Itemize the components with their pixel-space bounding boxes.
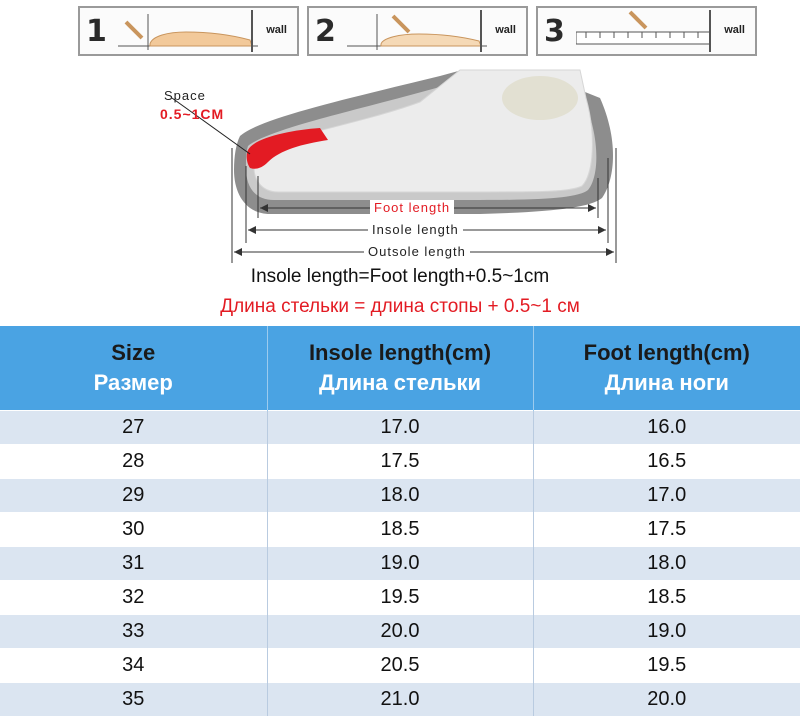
foot-cell: 19.0	[532, 614, 800, 649]
table-row: 31 19.0 18.0	[0, 546, 800, 581]
foot-outline-icon	[347, 14, 487, 50]
space-pointer	[171, 97, 251, 155]
table-header-row: Size Размер Insole length(cm) Длина стел…	[0, 326, 800, 411]
step-3-number: 3	[544, 14, 565, 49]
foot-cell: 16.0	[532, 410, 800, 445]
table-row: 30 18.5 17.5	[0, 512, 800, 547]
table-row: 33 20.0 19.0	[0, 614, 800, 649]
size-cell: 30	[0, 512, 267, 547]
foot-cell: 17.0	[532, 478, 800, 513]
foot-cell: 19.5	[532, 648, 800, 683]
arrowhead-right	[606, 248, 614, 256]
table-row: 35 21.0 20.0	[0, 682, 800, 716]
step-3-wall-label: wall	[724, 24, 745, 36]
arrowhead-left	[234, 248, 242, 256]
size-cell: 31	[0, 546, 267, 581]
size-chart-table: Size Размер Insole length(cm) Длина стел…	[0, 326, 800, 716]
formula-russian: Длина стельки = длина стопы + 0.5~1 см	[220, 296, 580, 317]
shoe-diagram	[171, 69, 617, 263]
insole-cell: 17.0	[266, 410, 533, 445]
size-cell: 28	[0, 444, 267, 479]
foot-header-ru: Длина ноги	[604, 370, 729, 395]
size-cell: 32	[0, 580, 267, 615]
step-1-number: 1	[86, 14, 107, 49]
insole-cell: 17.5	[266, 444, 533, 479]
ruler-icon	[576, 10, 711, 45]
step-3-wall	[709, 10, 711, 52]
step-2-number: 2	[315, 14, 336, 49]
foot-cell: 18.5	[532, 580, 800, 615]
step-1-wall	[251, 10, 253, 52]
insole-column-header: Insole length(cm) Длина стельки	[266, 326, 533, 411]
size-cell: 34	[0, 648, 267, 683]
foot-on-paper-icon	[118, 14, 258, 50]
table-row: 29 18.0 17.0	[0, 478, 800, 513]
step-3-panel: 3 wall	[536, 6, 757, 56]
foot-cell: 17.5	[532, 512, 800, 547]
table-row: 27 17.0 16.0	[0, 410, 800, 445]
arrowhead-left	[260, 204, 268, 212]
table-row: 32 19.5 18.5	[0, 580, 800, 615]
table-row: 34 20.5 19.5	[0, 648, 800, 683]
formula-english: Insole length=Foot length+0.5~1cm	[250, 266, 550, 287]
foot-header-en: Foot length(cm)	[583, 340, 750, 365]
step-2-wall-label: wall	[495, 24, 516, 36]
space-label: Space	[164, 88, 206, 103]
foot-cell: 20.0	[532, 682, 800, 716]
insole-cell: 18.5	[266, 512, 533, 547]
arrowhead-right	[598, 226, 606, 234]
measurement-steps: 1 wall 2 wall 3 wall	[78, 6, 778, 58]
size-cell: 35	[0, 682, 267, 716]
step-2-wall	[480, 10, 482, 52]
size-header-en: Size	[111, 340, 156, 365]
insole-cell: 20.0	[266, 614, 533, 649]
insole-cell: 18.0	[266, 478, 533, 513]
step-1-panel: 1 wall	[78, 6, 299, 56]
insole-length-label: Insole length	[368, 222, 463, 237]
insole-cell: 19.5	[266, 580, 533, 615]
size-column-header: Size Размер	[0, 326, 267, 411]
foot-cell: 18.0	[532, 546, 800, 581]
step-2-panel: 2 wall	[307, 6, 528, 56]
insole-header-ru: Длина стельки	[318, 370, 482, 395]
insole-cell: 19.0	[266, 546, 533, 581]
arrowhead-right	[588, 204, 596, 212]
space-value: 0.5~1CM	[160, 106, 225, 122]
size-cell: 27	[0, 410, 267, 445]
step-1-wall-label: wall	[266, 24, 287, 36]
ankle-shade	[502, 76, 578, 120]
insole-cell: 20.5	[266, 648, 533, 683]
foot-cell: 16.5	[532, 444, 800, 479]
arrowhead-left	[248, 226, 256, 234]
size-cell: 33	[0, 614, 267, 649]
insole-header-en: Insole length(cm)	[308, 340, 492, 365]
size-cell: 29	[0, 478, 267, 513]
insole-cell: 21.0	[266, 682, 533, 716]
outsole-length-label: Outsole length	[364, 244, 470, 259]
foot-column-header: Foot length(cm) Длина ноги	[532, 326, 800, 411]
table-row: 28 17.5 16.5	[0, 444, 800, 479]
toe-space-highlight	[246, 128, 328, 169]
size-header-ru: Размер	[93, 370, 173, 395]
foot-length-label: Foot length	[370, 200, 455, 215]
